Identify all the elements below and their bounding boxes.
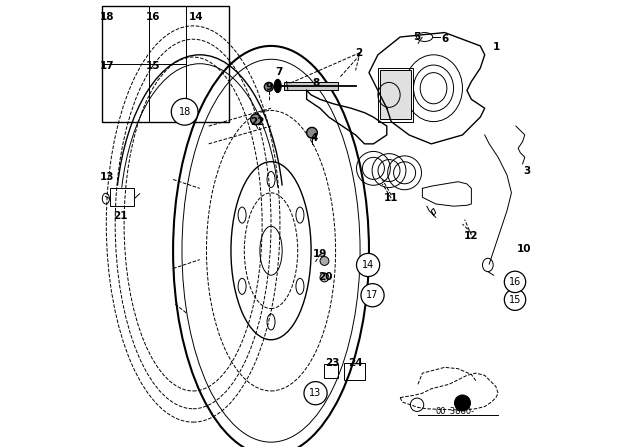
Bar [378,68,413,121]
Circle shape [356,254,380,276]
Circle shape [172,99,198,125]
Ellipse shape [250,114,261,125]
Bar [110,188,134,206]
Text: 17: 17 [366,290,379,300]
Text: 5: 5 [413,32,420,42]
Circle shape [454,395,470,411]
Text: 15: 15 [146,61,160,71]
Text: 18: 18 [179,107,191,117]
Text: 2: 2 [355,47,362,58]
Text: 16: 16 [146,12,160,22]
Text: 14: 14 [362,260,374,270]
Text: 00_3880-: 00_3880- [436,406,475,415]
Circle shape [504,289,525,310]
Text: 6: 6 [441,34,448,44]
Text: 7: 7 [275,67,283,77]
Bar [102,6,228,121]
Text: 15: 15 [509,295,521,305]
Text: 13: 13 [100,172,115,182]
Circle shape [361,284,384,307]
Text: 4: 4 [311,133,318,142]
Text: 22: 22 [250,117,265,128]
Text: 21: 21 [113,211,128,221]
Text: 17: 17 [100,61,115,71]
Ellipse shape [274,79,281,93]
Bar [380,70,412,119]
Bar [284,82,338,90]
Text: 12: 12 [464,231,479,241]
Text: 16: 16 [509,277,521,287]
Ellipse shape [307,127,317,138]
Ellipse shape [264,82,273,91]
Ellipse shape [320,257,329,265]
Text: 9: 9 [265,82,273,92]
Text: 20: 20 [319,272,333,282]
Text: 8: 8 [312,78,319,88]
Circle shape [304,382,327,405]
Text: 24: 24 [348,358,363,368]
Text: 18: 18 [100,12,115,22]
Text: 10: 10 [516,244,531,254]
Text: 19: 19 [313,249,327,259]
Text: 13: 13 [309,388,322,398]
Text: 1: 1 [493,42,500,52]
Ellipse shape [320,273,329,282]
Text: 11: 11 [384,193,399,203]
Text: 3: 3 [524,166,531,176]
Circle shape [504,271,525,293]
Text: 14: 14 [189,12,204,22]
Text: 23: 23 [324,358,339,368]
